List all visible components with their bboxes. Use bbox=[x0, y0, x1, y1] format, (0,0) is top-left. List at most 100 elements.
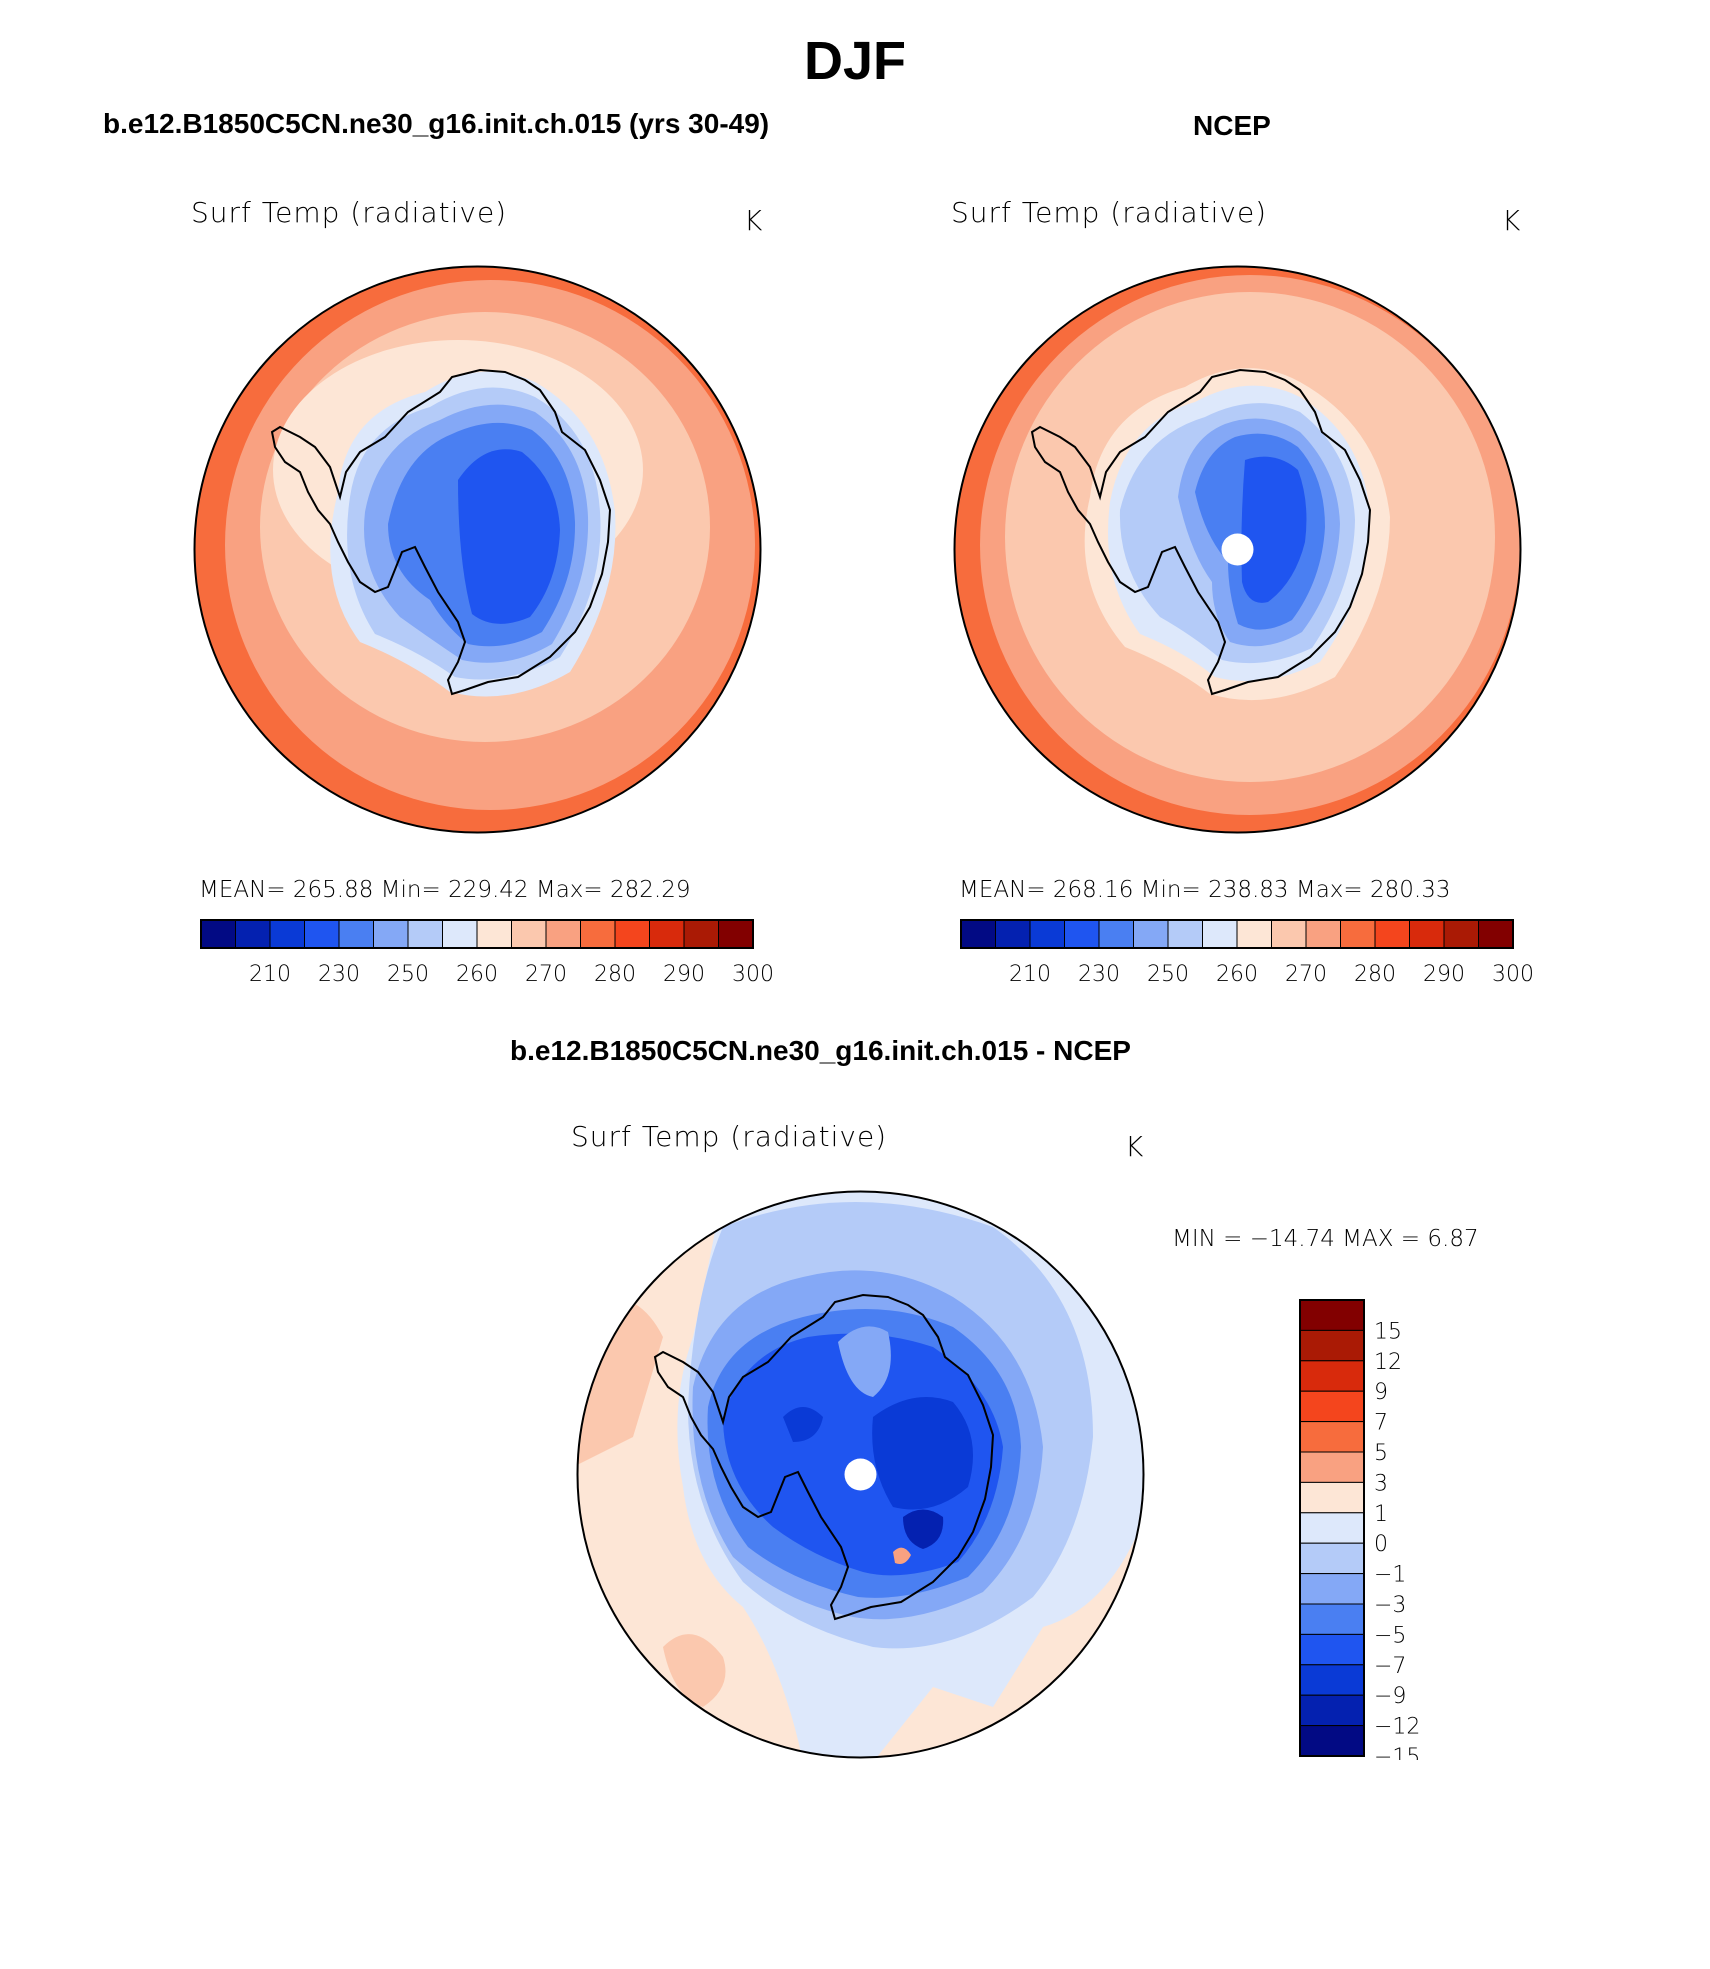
diff-map-band-neg9-neg12-a bbox=[783, 1407, 823, 1442]
diff-map-band-neg9-neg12-b bbox=[872, 1397, 973, 1510]
model-colorbar-swatch bbox=[304, 919, 340, 949]
model-colorbar-swatch bbox=[373, 919, 409, 949]
diff-colorbar-tick-label: 3 bbox=[1374, 1471, 1388, 1496]
model-colorbar-swatch bbox=[649, 919, 685, 949]
obs-units-label: K bbox=[1502, 204, 1522, 237]
diff-colorbar-swatch bbox=[1299, 1451, 1365, 1483]
model-colorbar-frame bbox=[200, 919, 754, 949]
model-colorbar-swatch bbox=[200, 919, 236, 949]
diff-colorbar-tick-label: −5 bbox=[1374, 1623, 1406, 1648]
diff-colorbar-swatch bbox=[1299, 1542, 1365, 1575]
obs-colorbar-tick-label: 290 bbox=[1423, 962, 1465, 987]
obs-colorbar-swatch bbox=[1098, 919, 1134, 949]
obs-colorbar: 210 230 250 260 270 280 290 300 bbox=[960, 919, 1534, 987]
diff-colorbar-frame bbox=[1299, 1299, 1365, 1757]
obs-colorbar-swatch bbox=[960, 919, 996, 949]
diff-colorbar-tick-label: 15 bbox=[1374, 1319, 1402, 1344]
diff-map-band-1-3-southwest bbox=[663, 1634, 726, 1707]
diff-panel-title: b.e12.B1850C5CN.ne30_g16.init.ch.015 - N… bbox=[510, 1035, 1131, 1066]
obs-colorbar-swatch bbox=[1167, 919, 1203, 949]
model-colorbar-swatch bbox=[718, 919, 754, 949]
obs-colorbar-swatch bbox=[1064, 919, 1100, 949]
season-title: DJF bbox=[803, 31, 906, 91]
diff-colorbar-tick-label: 0 bbox=[1374, 1532, 1388, 1557]
diff-polar-map bbox=[576, 1190, 1145, 1759]
diff-colorbar-tick-label: 1 bbox=[1374, 1502, 1388, 1527]
obs-colorbar-swatch bbox=[1374, 919, 1410, 949]
model-colorbar-tick-label: 290 bbox=[663, 962, 705, 987]
diff-colorbar-tick-label: −9 bbox=[1374, 1684, 1406, 1709]
model-colorbar-swatch bbox=[235, 919, 271, 949]
diff-colorbar-swatch bbox=[1299, 1390, 1365, 1423]
obs-stats: MEAN= 268.16 Min= 238.83 Max= 280.33 bbox=[959, 877, 1451, 903]
diff-map-band-neg12-neg15 bbox=[903, 1509, 944, 1549]
model-colorbar-swatch bbox=[269, 919, 305, 949]
model-colorbar-tick-label: 300 bbox=[732, 962, 774, 987]
model-colorbar-tick-label: 270 bbox=[525, 962, 567, 987]
diff-map-peninsula-anomaly bbox=[838, 1326, 891, 1397]
model-colorbar-swatch bbox=[407, 919, 443, 949]
model-colorbar-swatch bbox=[442, 919, 478, 949]
obs-antarctica-coastline bbox=[1030, 368, 1372, 696]
model-colorbar-swatch bbox=[476, 919, 512, 949]
obs-colorbar-tick-label: 300 bbox=[1492, 962, 1534, 987]
model-colorbar-swatch bbox=[511, 919, 547, 949]
model-colorbar-swatch bbox=[338, 919, 374, 949]
obs-colorbar-swatch bbox=[1340, 919, 1376, 949]
diff-colorbar-swatch bbox=[1299, 1633, 1365, 1666]
model-colorbar-tick-label: 210 bbox=[249, 962, 291, 987]
diff-colorbar-tick-label: −7 bbox=[1374, 1654, 1406, 1679]
model-colorbar-swatch bbox=[545, 919, 581, 949]
obs-colorbar-swatch bbox=[1236, 919, 1272, 949]
model-colorbar-tick-label: 230 bbox=[318, 962, 360, 987]
obs-colorbar-tick-label: 260 bbox=[1216, 962, 1258, 987]
model-colorbar-tick-label: 260 bbox=[456, 962, 498, 987]
obs-colorbar-tick-label: 210 bbox=[1009, 962, 1051, 987]
obs-colorbar-swatch bbox=[1443, 919, 1479, 949]
obs-colorbar-swatch bbox=[1202, 919, 1238, 949]
diff-colorbar-tick-label: −3 bbox=[1374, 1593, 1406, 1618]
model-map-boundary bbox=[193, 265, 762, 834]
diff-variable-label: Surf Temp (radiative) bbox=[571, 1120, 888, 1153]
diff-colorbar-tick-label: −12 bbox=[1374, 1715, 1420, 1740]
model-colorbar-tick-label: 250 bbox=[387, 962, 429, 987]
diff-colorbar-swatch bbox=[1299, 1481, 1365, 1514]
obs-colorbar-swatch bbox=[1029, 919, 1065, 949]
obs-colorbar-swatch bbox=[1133, 919, 1169, 949]
diff-colorbar-tick-label: −1 bbox=[1374, 1563, 1406, 1588]
obs-variable-label: Surf Temp (radiative) bbox=[951, 196, 1268, 229]
obs-colorbar-frame bbox=[960, 919, 1514, 949]
obs-map-band-230 bbox=[1241, 456, 1307, 603]
model-antarctica-coastline bbox=[270, 368, 612, 696]
diff-stats: MIN = −14.74 MAX = 6.87 bbox=[1172, 1226, 1479, 1252]
diff-pole-hole bbox=[844, 1458, 877, 1491]
diff-colorbar-swatch bbox=[1299, 1725, 1365, 1757]
model-variable-label: Surf Temp (radiative) bbox=[191, 196, 508, 229]
model-polar-map bbox=[193, 265, 762, 834]
diff-colorbar-swatch bbox=[1299, 1603, 1365, 1635]
obs-colorbar-tick-label: 250 bbox=[1147, 962, 1189, 987]
obs-colorbar-swatch bbox=[1271, 919, 1307, 949]
diff-antarctica-coastline bbox=[653, 1293, 995, 1621]
diff-colorbar-tick-label: 5 bbox=[1374, 1441, 1388, 1466]
model-units-label: K bbox=[744, 204, 764, 237]
obs-colorbar-swatch bbox=[1409, 919, 1445, 949]
diff-colorbar: 15 12 9 7 5 3 1 0 −1 −3 −5 −7 −9 −12 −15 bbox=[1299, 1299, 1420, 1760]
model-colorbar-swatch bbox=[614, 919, 650, 949]
diff-units-label: K bbox=[1125, 1130, 1145, 1163]
diff-colorbar-swatch bbox=[1299, 1664, 1365, 1696]
obs-colorbar-tick-label: 230 bbox=[1078, 962, 1120, 987]
obs-colorbar-tick-label: 280 bbox=[1354, 962, 1396, 987]
diff-colorbar-tick-label: 9 bbox=[1374, 1380, 1388, 1405]
diff-colorbar-tick-label: −15 bbox=[1374, 1745, 1420, 1760]
obs-colorbar-tick-label: 270 bbox=[1285, 962, 1327, 987]
obs-colorbar-swatch bbox=[1478, 919, 1514, 949]
model-map-band-230 bbox=[458, 449, 560, 624]
diff-colorbar-swatch bbox=[1299, 1694, 1365, 1727]
diff-map-positive-spot bbox=[893, 1547, 911, 1564]
model-colorbar-swatch bbox=[580, 919, 616, 949]
diff-colorbar-tick-label: 12 bbox=[1374, 1350, 1402, 1375]
obs-panel-title: NCEP bbox=[1193, 110, 1271, 141]
diff-map-boundary bbox=[576, 1190, 1145, 1759]
diff-colorbar-swatch bbox=[1299, 1512, 1365, 1544]
